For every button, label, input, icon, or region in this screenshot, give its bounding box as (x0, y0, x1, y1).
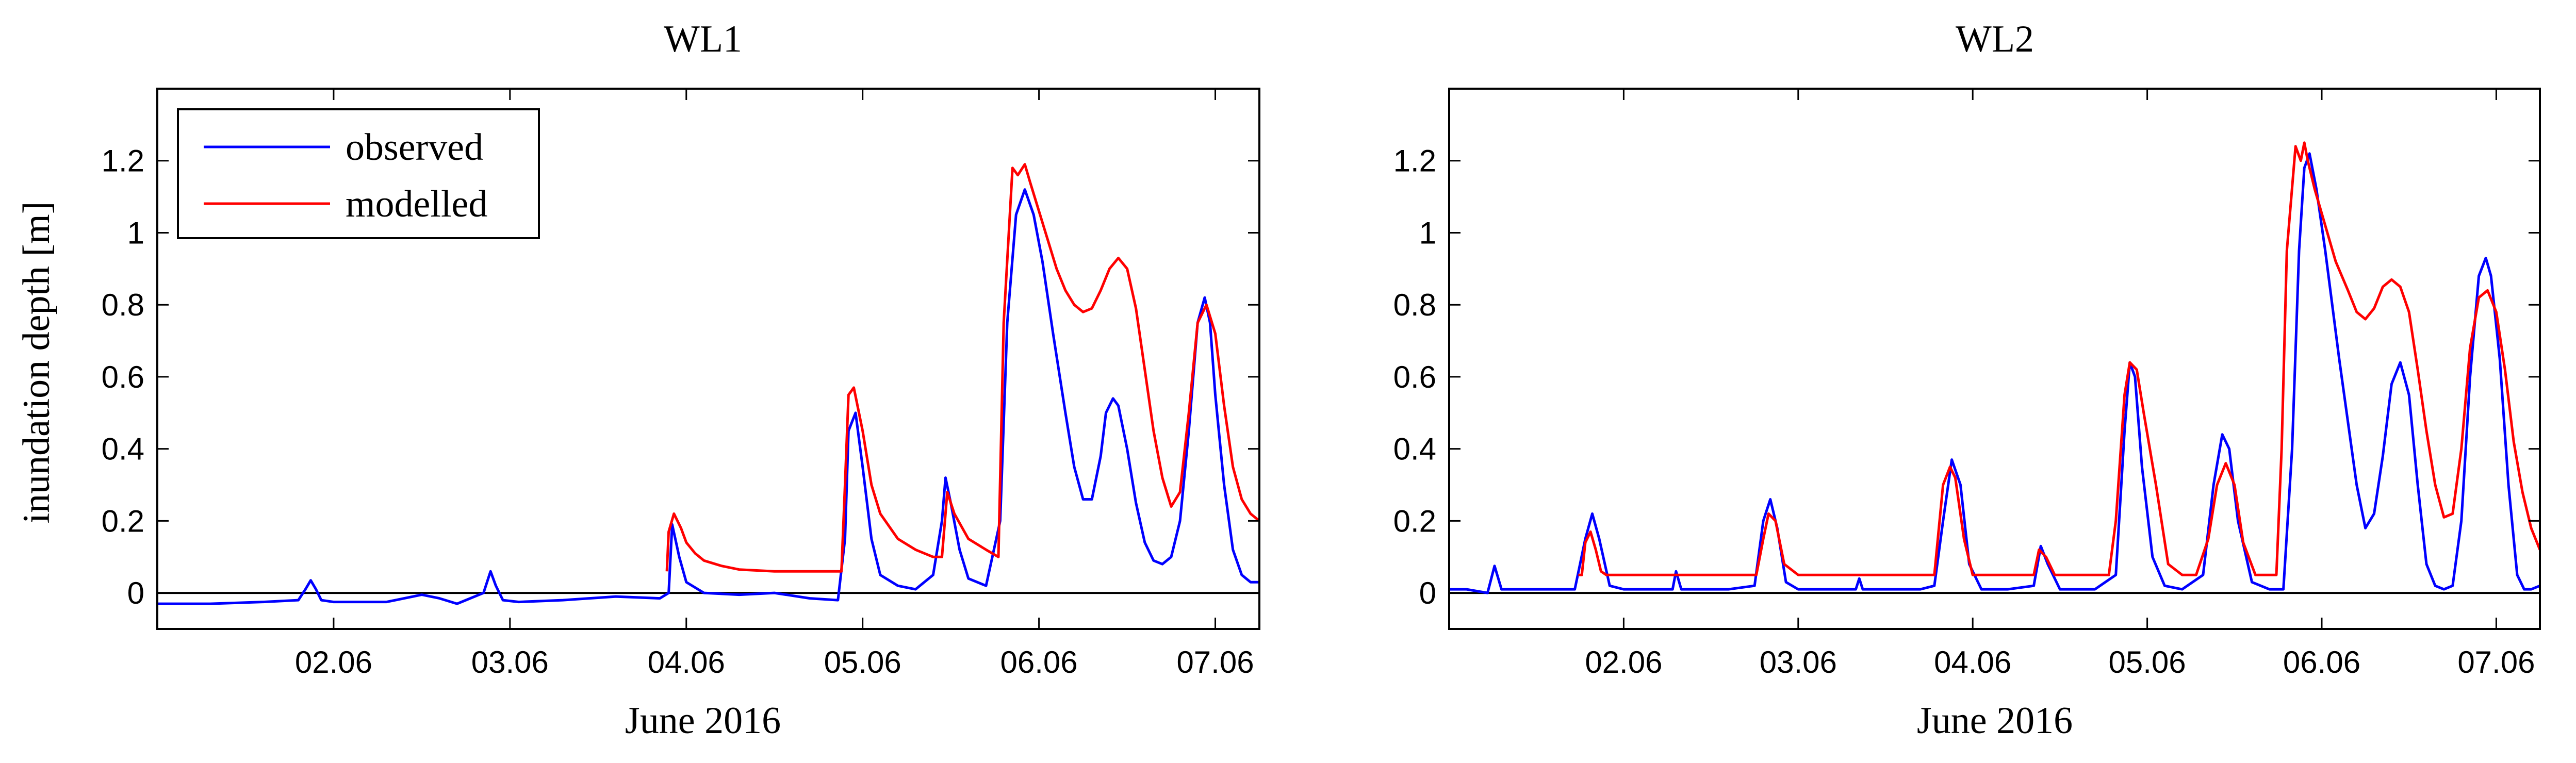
x-tick-label: 02.06 (1585, 645, 1662, 679)
x-tick-label: 04.06 (1934, 645, 2011, 679)
series-line-observed (1449, 152, 2540, 594)
chart-title: WL1 (664, 18, 742, 60)
x-tick-label: 02.06 (295, 645, 372, 679)
series-line-observed (157, 188, 1259, 605)
x-tick-label: 04.06 (648, 645, 725, 679)
y-tick-label: 0.8 (1393, 288, 1436, 322)
y-tick-label: 1.2 (102, 144, 144, 178)
y-tick-label: 0.4 (1393, 432, 1436, 467)
legend-label-modelled: modelled (346, 183, 487, 225)
x-tick-label: 07.06 (2457, 645, 2535, 679)
y-tick-label: 0.2 (102, 504, 144, 538)
y-axis-label: inundation depth [m] (15, 202, 58, 524)
panel-wl1: WL1 inundation depth [m] June 2016 02.06… (15, 18, 1260, 742)
chart-title: WL2 (1956, 18, 2034, 60)
y-tick-label: 0.8 (102, 288, 144, 322)
y-tick-label: 0.2 (1393, 504, 1436, 538)
legend-box (177, 108, 540, 239)
x-tick-label: 06.06 (1000, 645, 1078, 679)
panel-wl2: WL2 June 2016 02.06 03.06 04.06 05.06 06.06 0… (1393, 18, 2541, 742)
y-tick-label: 0.6 (1393, 360, 1436, 394)
y-tick-label: 1.2 (1393, 144, 1436, 178)
plot-frame (1448, 88, 2541, 630)
y-tick-label: 0 (1419, 576, 1436, 610)
legend-label-observed: observed (346, 126, 483, 169)
x-axis-label: June 2016 (1917, 700, 2073, 742)
y-tick-label: 0.4 (102, 432, 144, 467)
x-tick-label: 05.06 (824, 645, 901, 679)
x-tick-label: 07.06 (1176, 645, 1254, 679)
legend: observed modelled (177, 108, 540, 239)
series-line-modelled (1578, 141, 2541, 576)
y-tick-label: 1 (127, 215, 144, 250)
x-axis-label: June 2016 (625, 700, 781, 742)
y-tick-label: 1 (1419, 215, 1436, 250)
x-tick-label: 05.06 (2109, 645, 2186, 679)
x-tick-label: 03.06 (471, 645, 549, 679)
series-line-modelled (665, 163, 1260, 573)
plot-frame (156, 88, 1260, 630)
y-tick-label: 0.6 (102, 360, 144, 394)
x-tick-label: 06.06 (2283, 645, 2360, 679)
x-tick-label: 03.06 (1760, 645, 1837, 679)
y-tick-label: 0 (127, 576, 144, 610)
